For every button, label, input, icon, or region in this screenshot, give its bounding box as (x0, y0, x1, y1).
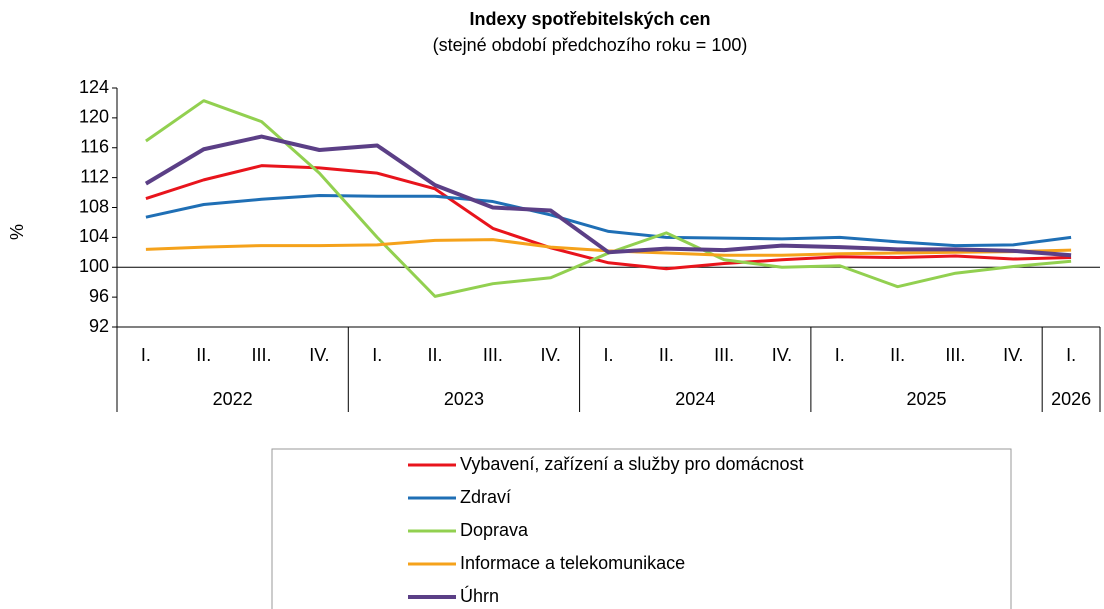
y-tick-label: 96 (89, 286, 109, 306)
y-tick-label: 92 (89, 316, 109, 336)
x-tick-label: IV. (309, 345, 329, 365)
x-group-label: 2024 (675, 389, 715, 409)
y-tick-label: 124 (79, 77, 109, 97)
y-axis-label: % (7, 224, 27, 240)
x-tick-label: I. (1066, 345, 1076, 365)
x-tick-label: I. (835, 345, 845, 365)
legend-label: Doprava (460, 520, 529, 540)
series-line (145, 194, 1072, 248)
chart-title: Indexy spotřebitelských cen (469, 9, 710, 29)
y-tick-label: 104 (79, 226, 109, 246)
x-tick-label: III. (714, 345, 734, 365)
legend-label: Vybavení, zařízení a služby pro domácnos… (460, 454, 804, 474)
x-tick-label: II. (428, 345, 443, 365)
series-line (145, 164, 1072, 271)
x-tick-label: II. (196, 345, 211, 365)
x-tick-label: II. (890, 345, 905, 365)
x-tick-label: I. (372, 345, 382, 365)
series-line (144, 134, 1072, 258)
x-group-label: 2025 (907, 389, 947, 409)
x-tick-label: III. (252, 345, 272, 365)
y-tick-label: 112 (80, 166, 109, 186)
y-tick-label: 108 (79, 196, 109, 216)
x-tick-label: III. (483, 345, 503, 365)
y-tick-label: 116 (80, 137, 109, 157)
x-group-label: 2022 (213, 389, 253, 409)
x-group-label: 2023 (444, 389, 484, 409)
x-tick-label: III. (945, 345, 965, 365)
x-group-label: 2026 (1051, 389, 1091, 409)
legend-label: Informace a telekomunikace (460, 553, 685, 573)
y-tick-label: 100 (79, 256, 109, 276)
x-tick-label: I. (603, 345, 613, 365)
x-tick-label: I. (141, 345, 151, 365)
x-tick-label: IV. (540, 345, 560, 365)
legend-label: Zdraví (460, 487, 511, 507)
x-tick-label: IV. (772, 345, 792, 365)
y-tick-label: 120 (79, 107, 109, 127)
x-tick-label: II. (659, 345, 674, 365)
chart-subtitle: (stejné období předchozího roku = 100) (433, 35, 748, 55)
legend-label: Úhrn (460, 585, 499, 606)
x-tick-label: IV. (1003, 345, 1023, 365)
legend-box (271, 448, 1012, 609)
